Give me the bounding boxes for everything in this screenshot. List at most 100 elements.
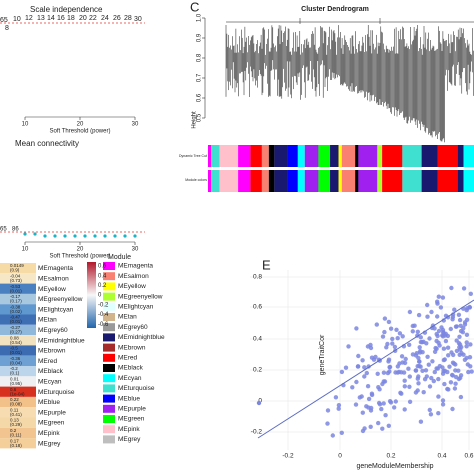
point <box>113 234 117 238</box>
y-axis-label: geneTraitCor <box>319 334 326 375</box>
color-bar-segment <box>358 170 378 192</box>
colorbar-tick: -0.4 <box>98 312 109 318</box>
point <box>416 355 421 361</box>
color-bar-segment <box>463 145 474 167</box>
point <box>438 305 444 310</box>
point <box>443 338 449 344</box>
legend-swatch <box>103 374 115 383</box>
cell-value: 0.13 <box>10 418 19 423</box>
y-tick-label: 0.6 <box>197 93 203 102</box>
row-label: MEblack <box>38 368 64 375</box>
color-bar-segment <box>338 145 342 167</box>
point <box>441 318 446 323</box>
legend-swatch <box>103 384 115 393</box>
point <box>440 402 446 407</box>
point <box>356 353 361 359</box>
legend-label: MEblack <box>118 365 144 372</box>
color-bar-segment <box>268 170 275 192</box>
legend-label: MElightcyan <box>118 304 154 311</box>
row-label: MEblue <box>38 399 60 406</box>
color-bar-segment <box>208 170 212 192</box>
point <box>399 354 405 359</box>
x-axis-label: geneModuleMembership <box>356 463 433 470</box>
color-bar-segment <box>402 170 422 192</box>
legend-swatch <box>103 282 115 291</box>
point <box>397 361 402 366</box>
x-tick-label: 10 <box>22 247 29 253</box>
point <box>385 341 390 347</box>
legend-label: MEgreenyellow <box>118 293 163 300</box>
point <box>336 406 341 411</box>
row-label: MEred <box>38 358 58 365</box>
point <box>381 401 386 406</box>
point <box>380 334 386 339</box>
point <box>425 314 430 319</box>
point <box>346 344 351 349</box>
cell-p-value: (0.11) <box>10 432 22 437</box>
point <box>256 400 262 406</box>
point <box>449 350 454 355</box>
color-bar-segment <box>457 145 464 167</box>
point <box>456 312 462 317</box>
heatmap-cell <box>0 283 36 294</box>
point <box>417 359 422 364</box>
legend-label: MEpink <box>118 426 140 433</box>
point <box>464 332 470 337</box>
point <box>360 410 365 415</box>
point <box>446 387 451 392</box>
color-bar-segment <box>318 145 331 167</box>
point <box>412 323 417 328</box>
point <box>376 420 381 426</box>
cell-p-value: (0.95) <box>10 381 22 386</box>
y-tick-label: 0.8 <box>253 274 262 281</box>
point <box>425 354 430 359</box>
color-bar-segment <box>211 170 220 192</box>
legend-label: MEgrey <box>118 436 141 443</box>
point <box>440 398 446 403</box>
point <box>439 325 444 330</box>
point <box>420 368 425 373</box>
point <box>452 307 457 312</box>
y-tick-label: 0.5 <box>197 113 203 122</box>
color-bar-segment <box>338 170 342 192</box>
point <box>429 375 434 381</box>
point <box>453 381 458 386</box>
cell-value: 0.22 <box>10 397 19 402</box>
point <box>407 374 412 379</box>
legend-swatch <box>103 292 115 301</box>
point <box>461 352 466 357</box>
row-label: MEmidnightblue <box>38 337 85 344</box>
point <box>83 234 87 238</box>
point <box>417 363 422 369</box>
point-label: 12 <box>25 15 33 22</box>
point <box>63 234 67 238</box>
point <box>394 327 399 332</box>
point <box>469 369 474 374</box>
point-label: 65 <box>0 227 7 233</box>
point-label: 13 <box>37 15 45 22</box>
point <box>353 402 359 407</box>
point <box>450 312 456 317</box>
point-label: 24 <box>101 15 109 22</box>
color-bar-segment <box>274 145 288 167</box>
legend-swatch <box>103 394 115 403</box>
point <box>465 362 470 367</box>
x-tick-label: 20 <box>77 247 84 253</box>
color-bar-segment <box>261 170 269 192</box>
color-bar-segment <box>355 170 359 192</box>
x-tick-label: 30 <box>132 122 139 128</box>
row-label: MEsalmon <box>38 276 69 283</box>
row-label: Module colors <box>185 178 207 182</box>
point <box>379 406 384 412</box>
point <box>427 407 432 413</box>
panel-label: E <box>262 257 271 272</box>
point <box>402 360 408 366</box>
point <box>374 322 379 327</box>
row-label: MEcyan <box>38 379 62 386</box>
color-bar-segment <box>304 170 319 192</box>
point <box>362 374 367 379</box>
point <box>402 378 407 383</box>
legend-label: MEsalmon <box>118 273 149 280</box>
point <box>407 309 413 315</box>
point <box>407 384 412 389</box>
